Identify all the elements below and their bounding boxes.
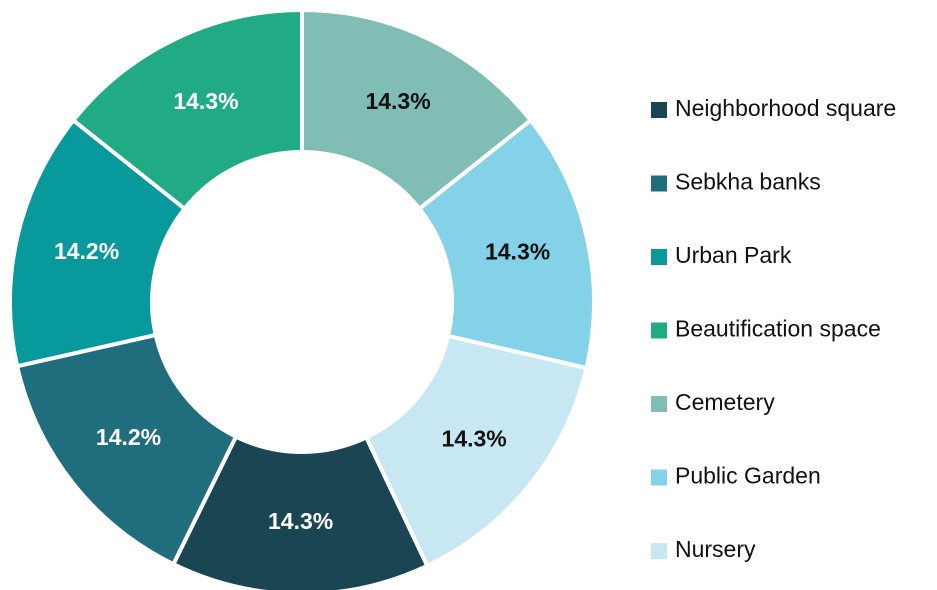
slice-label: 14.3%	[173, 88, 238, 114]
legend-swatch	[651, 469, 667, 486]
legend-swatch	[651, 543, 667, 559]
slice-label: 14.3%	[365, 88, 430, 114]
donut-slice	[170, 433, 430, 590]
slice-label: 14.3%	[268, 508, 333, 534]
legend-label: Neighborhood square	[675, 95, 896, 121]
slice-label: 14.2%	[96, 424, 161, 450]
legend-label: Sebkha banks	[675, 169, 821, 195]
donut-slice	[363, 333, 589, 569]
legend-label: Cemetery	[675, 389, 775, 415]
slice-label: 14.3%	[442, 426, 507, 452]
slice-label: 14.3%	[485, 238, 550, 264]
donut-slice	[8, 117, 188, 369]
donut-slice	[416, 117, 596, 371]
legend-swatch	[651, 175, 667, 192]
legend-swatch	[651, 102, 667, 118]
legend-label: Nursery	[675, 536, 756, 562]
legend-label: Beautification space	[675, 316, 881, 342]
donut-slice	[14, 332, 239, 567]
donut-slice	[70, 7, 304, 212]
legend-label: Public Garden	[675, 463, 821, 489]
legend-swatch	[651, 249, 667, 265]
legend-swatch	[651, 322, 667, 339]
slice-label: 14.2%	[54, 238, 119, 264]
legend-swatch	[651, 396, 667, 412]
donut-slice	[300, 7, 534, 212]
legend-label: Urban Park	[675, 242, 792, 268]
